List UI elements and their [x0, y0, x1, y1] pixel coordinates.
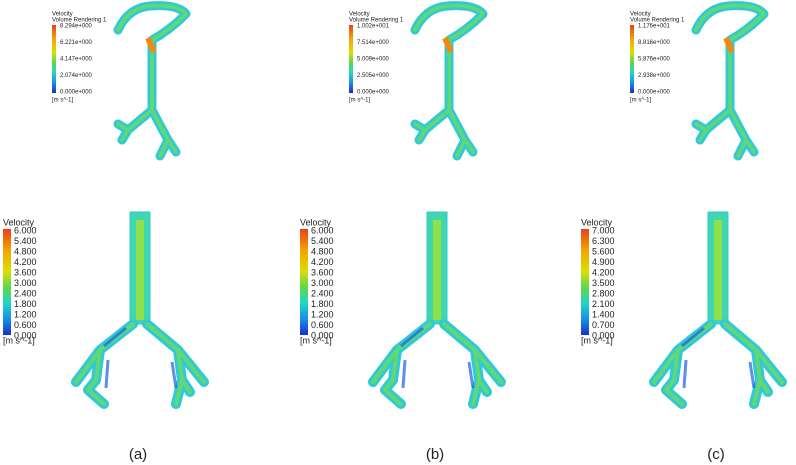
legend-label: 2.400: [311, 288, 334, 298]
airway-core: [652, 322, 784, 406]
airway-core: [371, 322, 503, 406]
legend-label: 1.176e+001: [638, 24, 671, 30]
legend-label: 1.400: [592, 309, 615, 319]
legend-label: 2.800: [592, 288, 615, 298]
legend-subtitle: Volume Rendering 1: [349, 18, 404, 24]
jet: [723, 36, 735, 54]
airway-core: [694, 3, 766, 158]
legend-title: Velocity: [3, 217, 35, 227]
low-velocity: [681, 326, 756, 389]
legend-title: Velocity: [300, 217, 332, 227]
low-velocity: [103, 326, 178, 389]
legend-label: 5.400: [14, 236, 37, 246]
legend-label: 5.009e+000: [357, 57, 390, 63]
legend-label: 1.200: [14, 309, 37, 319]
legend-label: 3.600: [311, 267, 334, 277]
legend-title: Velocity: [52, 12, 73, 18]
legend-label: 4.800: [14, 246, 37, 256]
legend-label: 1.800: [311, 299, 334, 309]
legend-label: 0.000e+000: [357, 90, 390, 96]
legend-label: 2.505e+000: [357, 73, 390, 79]
legend-unit: [m s^-1]: [630, 98, 651, 104]
low-velocity: [400, 326, 475, 389]
airway-wall: [71, 319, 209, 409]
color-bar: [630, 25, 634, 93]
airway-wall: [649, 319, 787, 409]
legend-label: 2.400: [14, 288, 37, 298]
legend-unit: [m s^-1]: [349, 98, 370, 104]
legend-label: 0.000: [592, 330, 615, 340]
legend-unit: [m s^-1]: [581, 335, 613, 345]
legend-label: 0.000: [14, 330, 37, 340]
jet: [442, 36, 454, 54]
legend-label: 8.816e+000: [638, 40, 671, 46]
legend-subtitle: Volume Rendering 1: [52, 18, 107, 24]
legend-label: 5.600: [592, 246, 615, 256]
legend-label: 2.938e+000: [638, 73, 671, 79]
legend-label: 0.000e+000: [60, 90, 93, 96]
legend-label: 2.100: [592, 299, 615, 309]
legend-subtitle: Volume Rendering 1: [630, 18, 685, 24]
legend-label: 7.514e+000: [357, 40, 390, 46]
legend-label: 4.200: [592, 267, 615, 277]
caption: (c): [707, 446, 725, 463]
caption: (a): [129, 446, 147, 463]
caption: (b): [426, 446, 444, 463]
color-bar: [3, 229, 11, 335]
airway-core: [413, 3, 485, 158]
color-bar: [300, 229, 308, 335]
legend-label: 3.000: [311, 278, 334, 288]
legend-label: 3.500: [592, 278, 615, 288]
legend-label: 1.800: [14, 299, 37, 309]
airway-core: [116, 3, 188, 158]
legend-label: 8.294e+000: [60, 24, 93, 30]
jet: [145, 36, 157, 54]
color-bar: [349, 25, 353, 93]
airway-wall: [368, 319, 506, 409]
airway-core: [74, 322, 206, 406]
color-bar: [581, 229, 589, 335]
legend-label: 2.074e+000: [60, 73, 93, 79]
legend-label: 4.800: [311, 246, 334, 256]
legend-label: 0.000e+000: [638, 90, 671, 96]
legend-label: 0.700: [592, 320, 615, 330]
trachea-core: [136, 220, 144, 320]
legend-label: 7.000: [592, 225, 615, 235]
legend-title: Velocity: [349, 12, 370, 18]
legend-label: 1.002e+001: [357, 24, 390, 30]
legend-label: 4.200: [311, 257, 334, 267]
legend-label: 0.600: [14, 320, 37, 330]
legend-label: 3.600: [14, 267, 37, 277]
legend-label: 6.000: [311, 225, 334, 235]
legend-unit: [m s^-1]: [3, 335, 35, 345]
legend-label: 4.200: [14, 257, 37, 267]
legend-label: 4.900: [592, 257, 615, 267]
legend-label: 1.200: [311, 309, 334, 319]
legend-unit: [m s^-1]: [300, 335, 332, 345]
legend-label: 6.221e+000: [60, 40, 93, 46]
legend-label: 6.000: [14, 225, 37, 235]
legend-label: 0.000: [311, 330, 334, 340]
legend-title: Velocity: [630, 12, 651, 18]
legend-label: 5.400: [311, 236, 334, 246]
trachea-core: [433, 220, 441, 320]
legend-label: 5.876e+000: [638, 57, 671, 63]
legend-label: 0.600: [311, 320, 334, 330]
legend-label: 3.000: [14, 278, 37, 288]
legend-label: 6.300: [592, 236, 615, 246]
color-bar: [52, 25, 56, 93]
legend-unit: [m s^-1]: [52, 98, 73, 104]
legend-label: 4.147e+000: [60, 57, 93, 63]
trachea-core: [714, 220, 722, 320]
legend-title: Velocity: [581, 217, 613, 227]
